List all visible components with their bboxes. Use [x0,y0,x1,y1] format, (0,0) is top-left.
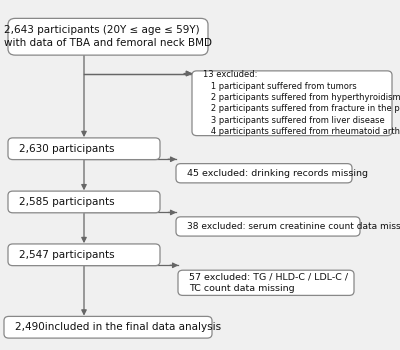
FancyBboxPatch shape [178,270,354,295]
FancyBboxPatch shape [8,191,160,213]
FancyBboxPatch shape [192,71,392,136]
FancyBboxPatch shape [176,217,360,236]
Text: 2,643 participants (20Y ≤ age ≤ 59Y)
with data of TBA and femoral neck BMD: 2,643 participants (20Y ≤ age ≤ 59Y) wit… [4,25,212,48]
FancyBboxPatch shape [8,244,160,266]
Text: 2,630 participants: 2,630 participants [19,144,114,154]
FancyBboxPatch shape [4,316,212,338]
Text: 2,547 participants: 2,547 participants [19,250,114,260]
FancyBboxPatch shape [176,164,352,183]
Text: 45 excluded: drinking records missing: 45 excluded: drinking records missing [187,169,368,178]
Text: 2,585 participants: 2,585 participants [19,197,114,207]
Text: 2,490included in the final data analysis: 2,490included in the final data analysis [15,322,221,332]
FancyBboxPatch shape [8,18,208,55]
Text: 57 excluded: TG / HLD-C / LDL-C /
TC count data missing: 57 excluded: TG / HLD-C / LDL-C / TC cou… [189,273,348,293]
FancyBboxPatch shape [8,138,160,160]
Text: 13 excluded:
   1 participant suffered from tumors
   2 participants suffered fr: 13 excluded: 1 participant suffered from… [203,70,400,136]
Text: 38 excluded: serum creatinine count data missing: 38 excluded: serum creatinine count data… [187,222,400,231]
